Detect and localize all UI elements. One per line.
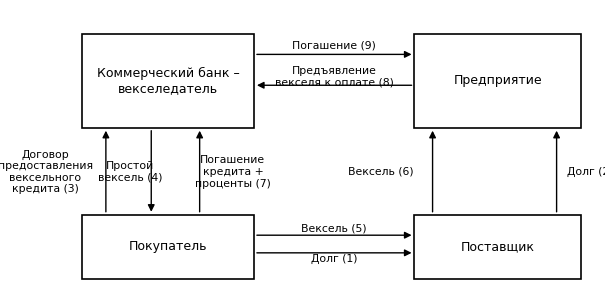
- FancyBboxPatch shape: [82, 215, 254, 279]
- Text: Предъявление
векселя к оплате (8): Предъявление векселя к оплате (8): [275, 66, 394, 87]
- FancyBboxPatch shape: [414, 215, 581, 279]
- Text: Покупатель: Покупатель: [129, 240, 207, 253]
- Text: Поставщик: Поставщик: [460, 240, 535, 253]
- Text: Погашение
кредита +
проценты (7): Погашение кредита + проценты (7): [195, 156, 271, 188]
- Text: Коммерческий банк –
векселедатель: Коммерческий банк – векселедатель: [97, 67, 239, 95]
- Text: Долг (2): Долг (2): [567, 167, 605, 177]
- Text: Вексель (6): Вексель (6): [348, 167, 414, 177]
- Text: Вексель (5): Вексель (5): [301, 224, 367, 234]
- Text: Простой
вексель (4): Простой вексель (4): [98, 161, 162, 183]
- Text: Предприятие: Предприятие: [453, 74, 542, 87]
- FancyBboxPatch shape: [82, 34, 254, 128]
- Text: Договор
предоставления
вексельного
кредита (3): Договор предоставления вексельного креди…: [0, 150, 93, 194]
- Text: Погашение (9): Погашение (9): [292, 41, 376, 51]
- Text: Долг (1): Долг (1): [311, 254, 358, 264]
- FancyBboxPatch shape: [414, 34, 581, 128]
